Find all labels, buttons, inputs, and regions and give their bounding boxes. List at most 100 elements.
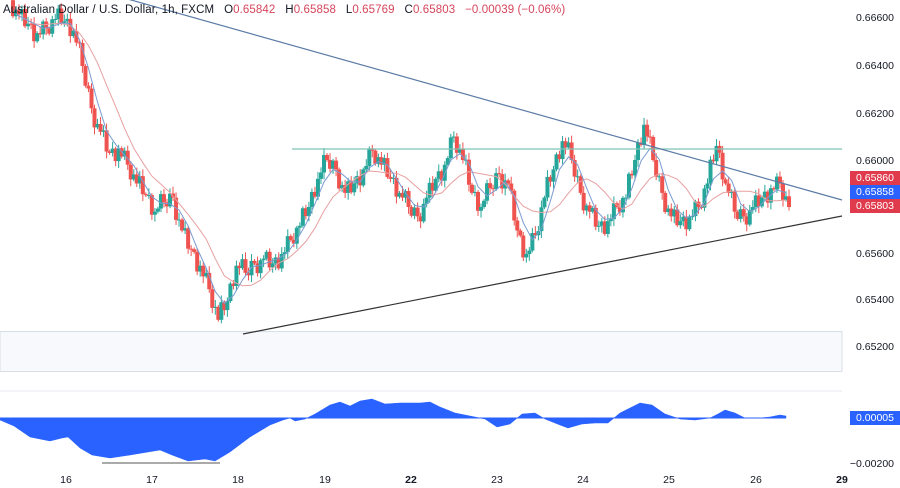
candle-body bbox=[545, 176, 550, 198]
price-tick: 0.66200 bbox=[856, 108, 894, 120]
price-tick: 0.66600 bbox=[856, 12, 894, 24]
candle-body bbox=[273, 257, 278, 264]
candle-body bbox=[524, 254, 529, 258]
candle-body bbox=[476, 191, 480, 211]
candle-body bbox=[246, 272, 251, 276]
candle-body bbox=[623, 197, 628, 199]
candle-body bbox=[711, 159, 716, 162]
candle-body bbox=[300, 208, 305, 226]
candle-body bbox=[65, 18, 70, 22]
candle-body bbox=[708, 159, 713, 184]
candle-body bbox=[23, 8, 28, 27]
candle-body bbox=[146, 195, 151, 197]
candle-body bbox=[26, 23, 31, 27]
time-label: 24 bbox=[577, 474, 589, 486]
candle-body bbox=[207, 272, 212, 290]
candle-body bbox=[714, 145, 719, 162]
candle-body bbox=[518, 230, 523, 236]
candle-body bbox=[575, 176, 580, 178]
candle-body bbox=[355, 175, 360, 184]
candle-body bbox=[261, 258, 266, 261]
candle-body bbox=[563, 141, 568, 148]
candle-body bbox=[264, 251, 269, 259]
candle-body bbox=[168, 193, 172, 207]
candle-body bbox=[633, 160, 638, 176]
candle-body bbox=[373, 150, 378, 164]
candle-body bbox=[454, 136, 459, 153]
support-zone bbox=[0, 331, 843, 372]
candle-body bbox=[309, 191, 314, 207]
candle-body bbox=[654, 160, 659, 177]
candle-body bbox=[358, 175, 363, 186]
candle-body bbox=[494, 173, 499, 190]
candle-body bbox=[787, 196, 792, 207]
high-label: H bbox=[285, 4, 294, 16]
candle-body bbox=[784, 196, 788, 200]
candle-body bbox=[617, 207, 622, 213]
candle-body bbox=[645, 124, 650, 137]
candle-body bbox=[143, 194, 148, 196]
candle-body bbox=[177, 219, 182, 221]
price-tick: 0.65400 bbox=[856, 294, 894, 306]
candle-body bbox=[738, 209, 743, 219]
candle-body bbox=[294, 227, 299, 244]
candle-body bbox=[325, 154, 330, 160]
candle-body bbox=[234, 265, 239, 286]
candle-body bbox=[735, 211, 740, 219]
candle-body bbox=[343, 185, 348, 193]
candle-body bbox=[421, 203, 426, 222]
candle-body bbox=[406, 191, 411, 207]
candle-body bbox=[213, 306, 218, 308]
candle-body bbox=[222, 302, 227, 311]
candle-body bbox=[439, 171, 444, 181]
candle-body bbox=[726, 183, 731, 193]
low-value: 0.65769 bbox=[352, 4, 395, 16]
candle-body bbox=[530, 233, 535, 251]
candle-body bbox=[192, 249, 197, 252]
candle-body bbox=[491, 188, 496, 190]
candle-body bbox=[747, 210, 752, 225]
candle-body bbox=[479, 207, 484, 211]
candle-body bbox=[340, 185, 345, 189]
candle-body bbox=[690, 216, 695, 218]
candle-body bbox=[47, 28, 52, 34]
candle-body bbox=[35, 33, 40, 42]
candle-body bbox=[488, 183, 493, 189]
candle-body bbox=[391, 177, 396, 179]
candle-body bbox=[158, 194, 163, 209]
candle-body bbox=[602, 221, 607, 234]
candle-body bbox=[161, 194, 166, 203]
candle-body bbox=[312, 191, 317, 197]
open-value: 0.65842 bbox=[233, 4, 276, 16]
time-label: 22 bbox=[405, 474, 417, 486]
candle-body bbox=[68, 18, 73, 37]
candle-body bbox=[267, 251, 272, 268]
candle-body bbox=[611, 203, 616, 220]
candle-body bbox=[445, 158, 450, 165]
candle-body bbox=[71, 30, 76, 37]
candle-body bbox=[20, 8, 25, 15]
candle-body bbox=[584, 205, 589, 211]
time-label: 26 bbox=[750, 474, 762, 486]
candle-body bbox=[723, 179, 728, 184]
low-label: L bbox=[345, 4, 353, 16]
close-value: 0.65803 bbox=[412, 4, 456, 16]
candle-body bbox=[451, 136, 456, 138]
slow-moving-average bbox=[15, 13, 787, 287]
candle-body bbox=[566, 142, 571, 148]
candle-body bbox=[164, 202, 169, 207]
time-label: 23 bbox=[491, 474, 503, 486]
oscillator-area bbox=[0, 398, 787, 462]
candle-body bbox=[699, 207, 704, 208]
candle-body bbox=[59, 8, 64, 24]
price-tag-high: 0.65860 bbox=[850, 171, 900, 185]
candle-body bbox=[379, 157, 384, 165]
candle-body bbox=[270, 263, 275, 268]
candle-body bbox=[397, 192, 402, 197]
candle-body bbox=[509, 183, 514, 191]
candle-body bbox=[297, 225, 302, 228]
candle-body bbox=[642, 124, 647, 145]
candle-body bbox=[92, 108, 97, 128]
